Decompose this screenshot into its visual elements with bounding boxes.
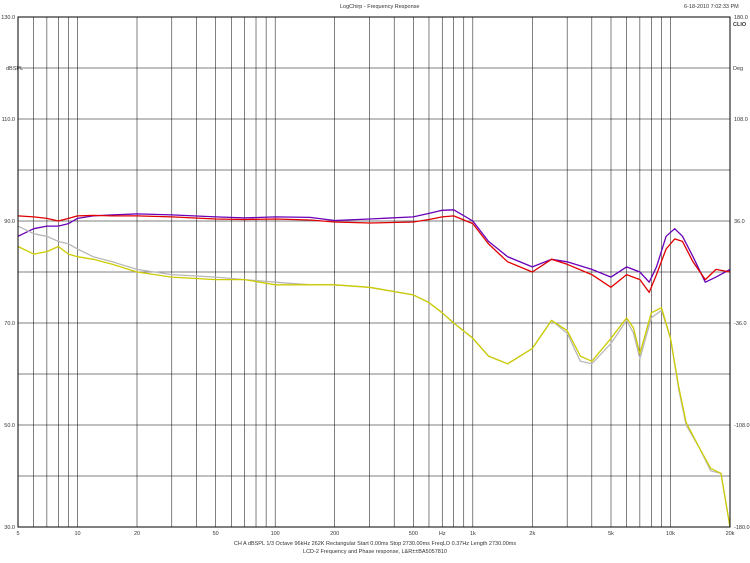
x-tick-label: 10k bbox=[666, 531, 675, 537]
x-tick-label: 5k bbox=[608, 531, 614, 537]
y-tick-label-right: -108.0 bbox=[734, 423, 750, 429]
x-tick-label: 20 bbox=[134, 531, 140, 537]
footer-caption: LCD-2 Frequency and Phase response, L&R±… bbox=[303, 549, 447, 555]
right-unit-label: Deg bbox=[733, 66, 743, 72]
x-tick-label: 50 bbox=[213, 531, 219, 537]
axis-ticks: 5 10 20 50 100 200 500 Hz 1k 2k 5k 10k 20k 130.0 110.0… bbox=[1, 15, 749, 537]
left-unit-label: dBSPL bbox=[6, 66, 23, 72]
x-tick-label: 20k bbox=[726, 531, 735, 537]
x-tick-label: 1k bbox=[470, 531, 476, 537]
plot-frame bbox=[17, 16, 731, 528]
series-line-1 bbox=[17, 209, 731, 283]
series-lines bbox=[17, 209, 731, 528]
y-tick-label-right: -36.0 bbox=[734, 321, 747, 327]
series-line-3 bbox=[17, 225, 731, 528]
x-tick-label: 10 bbox=[74, 531, 80, 537]
x-tick-label: 200 bbox=[330, 531, 339, 537]
y-tick-label-right: 108.0 bbox=[734, 117, 748, 123]
x-tick-label: Hz bbox=[439, 531, 446, 537]
series-line-2 bbox=[17, 214, 731, 294]
series-line-4 bbox=[17, 245, 731, 528]
y-tick-label-right: 180.0 bbox=[734, 15, 748, 21]
clio-brand: CLIO bbox=[733, 22, 747, 28]
chart-title: LogChirp - Frequency Response bbox=[340, 4, 420, 10]
x-tick-label: 500 bbox=[409, 531, 418, 537]
x-tick-label: 5 bbox=[16, 531, 19, 537]
y-tick-label-left: 30.0 bbox=[4, 525, 15, 531]
y-tick-label-right: 36.0 bbox=[734, 219, 745, 225]
y-tick-label-left: 50.0 bbox=[4, 423, 15, 429]
chart-timestamp: 6-18-2010 7:02:33 PM bbox=[684, 4, 739, 10]
y-tick-label-left: 90.0 bbox=[4, 219, 15, 225]
x-tick-label: 2k bbox=[529, 531, 535, 537]
x-tick-label: 100 bbox=[271, 531, 280, 537]
y-tick-label-right: -180.0 bbox=[734, 525, 750, 531]
y-tick-label-left: 110.0 bbox=[2, 117, 15, 123]
footer-settings: CH A dBSPL 1/3 Octave 96kHz 262K Rectang… bbox=[233, 541, 517, 547]
y-tick-label-left: 70.0 bbox=[4, 321, 15, 327]
y-tick-label-left: 130.0 bbox=[1, 15, 15, 21]
grid bbox=[18, 17, 730, 527]
